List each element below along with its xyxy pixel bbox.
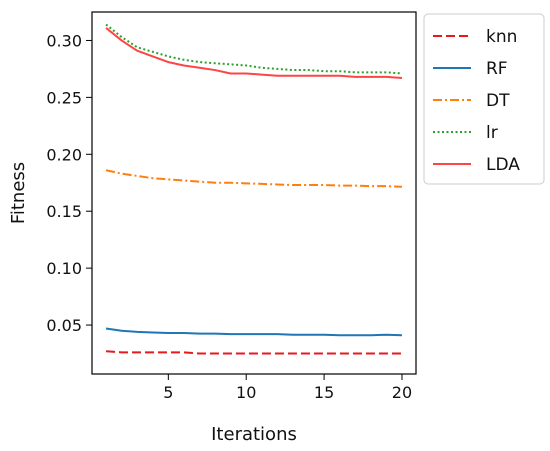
legend-label-lda: LDA [486,155,520,175]
series-line-lr [105,23,403,75]
legend-box [423,13,545,185]
y-axis-label: Fitness [8,162,29,224]
legend-label-lr: lr [486,123,498,143]
y-axis: 0.05 0.10 0.15 0.20 0.25 0.30 [46,31,92,335]
x-tick-label: 15 [314,383,334,402]
legend-label-rf: RF [486,59,508,79]
series-layer [105,23,403,355]
y-tick-label: 0.25 [46,88,82,107]
x-axis-label: Iterations [211,424,297,445]
y-tick-label: 0.10 [46,259,82,278]
x-tick-label: 5 [163,383,173,402]
series-line-lda [105,27,403,80]
legend-label-knn: knn [486,27,517,47]
y-tick-label: 0.15 [46,202,82,221]
legend-label-dt: DT [486,91,510,111]
legend: knn RF DT lr LDA [423,13,545,185]
x-axis: 5 10 15 20 [163,374,412,402]
x-tick-label: 20 [392,383,412,402]
series-line-dt [105,169,403,188]
x-tick-label: 10 [236,383,256,402]
y-tick-label: 0.05 [46,316,82,335]
series-line-rf [105,327,403,337]
plot-frame [91,11,417,375]
y-tick-label: 0.30 [46,31,82,50]
y-tick-label: 0.20 [46,145,82,164]
series-line-knn [105,350,402,355]
